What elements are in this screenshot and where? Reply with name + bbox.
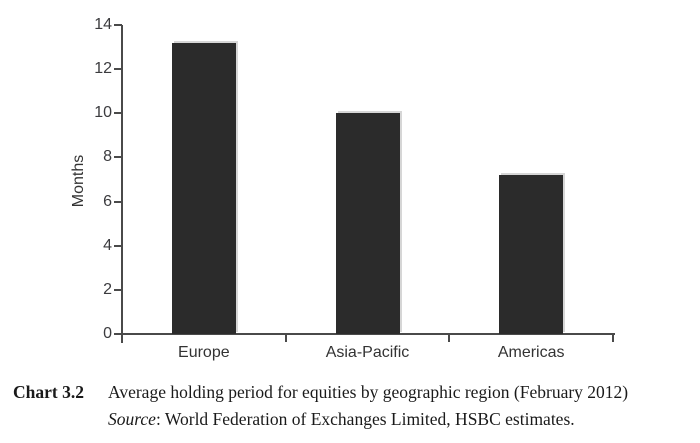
bar-asia-pacific [335, 113, 400, 334]
y-axis-tick [114, 68, 122, 71]
source-text: : World Federation of Exchanges Limited,… [155, 409, 575, 429]
x-axis-tick [448, 334, 451, 342]
y-axis-tick-label: 14 [94, 16, 112, 33]
y-axis-tick-label: 6 [103, 192, 112, 210]
y-axis-tick [114, 288, 122, 291]
y-axis-tick [114, 333, 122, 335]
y-axis-line [121, 25, 123, 343]
figure-caption: Chart 3.2 Average holding period for equ… [0, 375, 700, 443]
y-axis-tick-label: 10 [94, 104, 112, 122]
bar-europe [171, 42, 236, 334]
x-category-label: Americas [497, 344, 565, 361]
y-axis-tick [114, 156, 122, 159]
x-category-label: Europe [178, 344, 230, 361]
y-axis-tick [114, 112, 122, 115]
caption-title: Average holding period for equities by g… [108, 382, 629, 402]
y-axis-tick-label: 2 [103, 280, 112, 298]
y-axis-tick [114, 200, 122, 203]
caption-label: Chart 3.2 [13, 382, 84, 402]
y-axis-tick-label: 4 [103, 236, 112, 254]
y-axis-tick-label: 8 [103, 148, 112, 166]
bar-chart-plot: Months 0 2 4 6 8 10 12 14 Europe Asia-Pacific Amer… [70, 16, 615, 361]
x-axis-tick [612, 334, 614, 342]
y-axis-tick [114, 24, 122, 26]
x-axis-line [121, 333, 615, 335]
x-axis-tick [284, 334, 287, 342]
source-label: Source [108, 409, 156, 429]
y-axis-tick-label: 12 [94, 60, 112, 78]
source-line: Source: World Federation of Exchanges Li… [108, 409, 575, 430]
y-axis-tick-label: 0 [103, 325, 112, 342]
y-axis-tick [114, 244, 122, 247]
x-category-label: Asia-Pacific [325, 344, 410, 361]
bar-americas [499, 175, 564, 334]
